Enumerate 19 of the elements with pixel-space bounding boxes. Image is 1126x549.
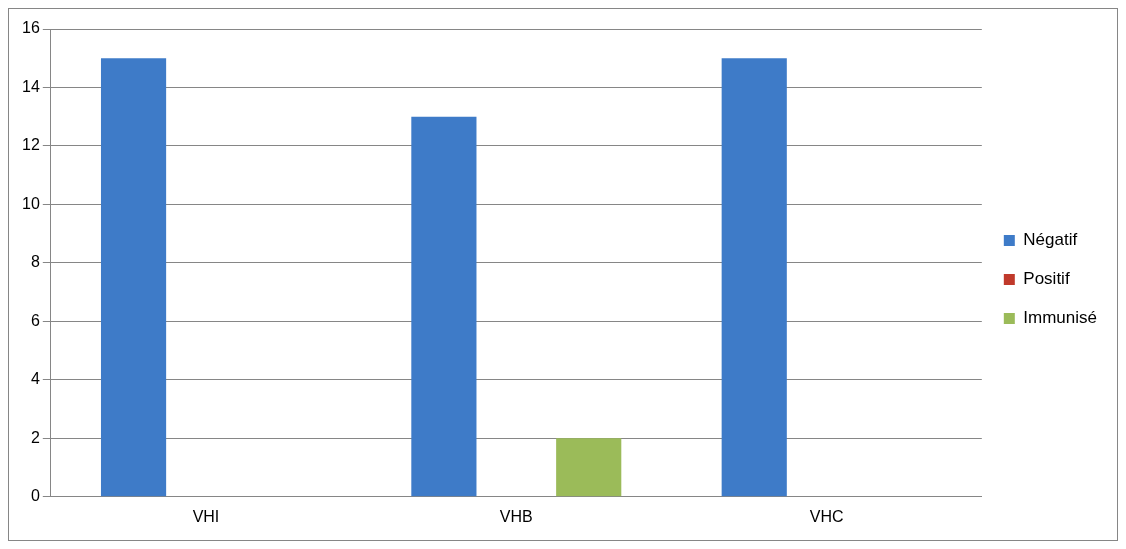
bar: [411, 116, 477, 497]
legend-label: Immunisé: [1023, 308, 1097, 328]
bar: [100, 58, 167, 497]
y-tick-label: 6: [30, 311, 40, 329]
y-tick-label: 4: [30, 370, 40, 388]
y-tick-label: 0: [30, 487, 40, 505]
legend-label: Positif: [1023, 269, 1070, 289]
y-tick-label: 14: [22, 77, 40, 95]
legend-label: Négatif: [1023, 230, 1078, 250]
y-tick-label: 12: [22, 136, 40, 154]
bar: [556, 438, 622, 497]
y-tick-label: 16: [22, 19, 40, 37]
y-tick-label: 10: [22, 194, 40, 212]
bar: [721, 58, 787, 497]
y-tick-label: 2: [30, 428, 40, 446]
x-tick-label: VHC: [809, 507, 844, 525]
y-tick-label: 8: [30, 253, 40, 271]
x-tick-label: VHI: [192, 507, 220, 525]
x-tick-label: VHB: [499, 507, 533, 525]
